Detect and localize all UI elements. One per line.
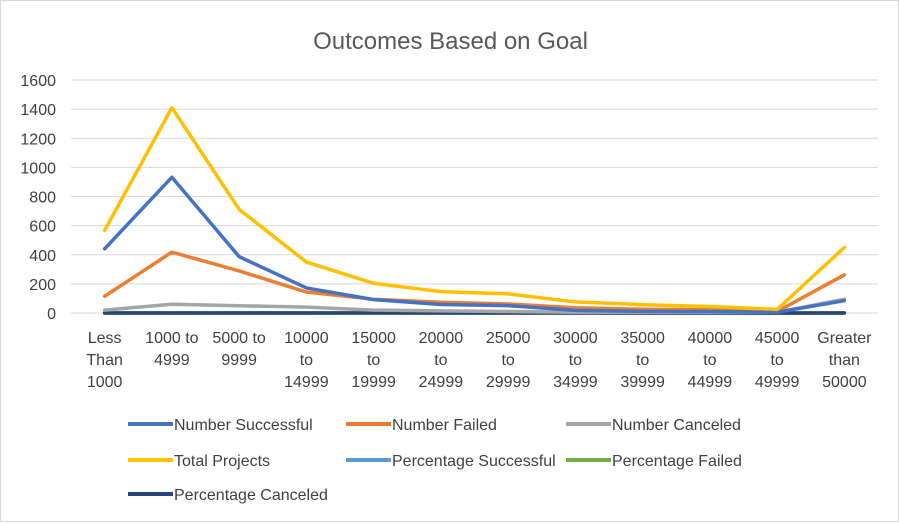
x-tick-label-line: to: [703, 352, 716, 369]
y-tick-label: 1400: [20, 102, 56, 119]
x-tick-label: 10000 to 14999: [284, 330, 329, 391]
x-tick-label: 45000 to 49999: [755, 330, 800, 391]
x-tick-label-line: 9999: [221, 352, 257, 369]
legend-label: Percentage Failed: [612, 453, 742, 470]
y-tick-label: 1200: [20, 131, 56, 148]
x-axis-ticks: Less Than 1000 1000 to 4999 5000 to 9999 10000 t…: [86, 330, 872, 391]
x-tick-label-line: to: [300, 352, 313, 369]
x-tick-label-line: 19999: [351, 374, 396, 391]
x-tick-label-line: 49999: [755, 374, 800, 391]
x-tick-label-line: 14999: [284, 374, 329, 391]
x-tick-label-line: to: [569, 352, 582, 369]
x-tick-label-line: 40000: [688, 330, 733, 347]
y-tick-label: 800: [29, 190, 56, 207]
x-tick-label-line: 4999: [154, 352, 190, 369]
chart-title: Outcomes Based on Goal: [313, 28, 588, 55]
x-tick-label: 25000 to 29999: [486, 330, 531, 391]
x-tick-label-line: 30000: [553, 330, 598, 347]
x-tick-label: 20000 to 24999: [419, 330, 464, 391]
x-tick-label-line: 25000: [486, 330, 531, 347]
x-tick-label: 35000 to 39999: [620, 330, 665, 391]
x-tick-label-line: Than: [86, 352, 122, 369]
x-tick-label: 15000 to 19999: [351, 330, 396, 391]
y-axis-ticks: 0 200 400 600 800 1000 1200 1400 1600: [20, 73, 56, 323]
legend-label: Number Canceled: [612, 417, 741, 434]
y-tick-label: 0: [47, 306, 56, 323]
x-tick-label-line: 10000: [284, 330, 329, 347]
series-line-number-failed: [105, 252, 845, 311]
legend-label: Percentage Successful: [392, 453, 556, 470]
x-tick-label-line: to: [501, 352, 514, 369]
x-tick-label-line: Less: [88, 330, 122, 347]
x-tick-label-line: to: [434, 352, 447, 369]
x-tick-label-line: 24999: [419, 374, 464, 391]
x-tick-label: 5000 to 9999: [212, 330, 265, 369]
x-tick-label-line: 45000: [755, 330, 800, 347]
x-tick-label-line: 29999: [486, 374, 531, 391]
y-tick-label: 600: [29, 219, 56, 236]
y-tick-label: 400: [29, 248, 56, 265]
x-tick-label: 40000 to 44999: [688, 330, 733, 391]
x-tick-label: Less Than 1000: [86, 330, 122, 391]
x-tick-label-line: to: [770, 352, 783, 369]
y-tick-label: 1600: [20, 73, 56, 90]
x-tick-label-line: than: [829, 352, 860, 369]
x-tick-label: 30000 to 34999: [553, 330, 598, 391]
x-tick-label-line: 5000 to: [212, 330, 265, 347]
x-tick-label-line: 50000: [822, 374, 867, 391]
legend: Number Successful Number Failed Number Can…: [128, 417, 742, 504]
legend-label: Total Projects: [174, 453, 270, 470]
x-tick-label: Greater than 50000: [817, 330, 872, 391]
x-tick-label-line: 34999: [553, 374, 598, 391]
x-tick-label-line: to: [636, 352, 649, 369]
legend-label: Number Successful: [174, 417, 313, 434]
x-tick-label: 1000 to 4999: [145, 330, 198, 369]
x-tick-label-line: 39999: [620, 374, 665, 391]
legend-label: Number Failed: [392, 417, 497, 434]
y-tick-label: 1000: [20, 160, 56, 177]
x-tick-label-line: 15000: [351, 330, 396, 347]
gridlines: [71, 80, 878, 313]
y-tick-label: 200: [29, 277, 56, 294]
x-tick-label-line: 1000: [87, 374, 123, 391]
x-tick-label-line: to: [367, 352, 380, 369]
x-tick-label-line: 44999: [688, 374, 733, 391]
x-tick-label-line: 1000 to: [145, 330, 198, 347]
x-tick-label-line: 35000: [620, 330, 665, 347]
x-tick-label-line: 20000: [419, 330, 464, 347]
legend-label: Percentage Canceled: [174, 487, 328, 504]
x-tick-label-line: Greater: [817, 330, 872, 347]
